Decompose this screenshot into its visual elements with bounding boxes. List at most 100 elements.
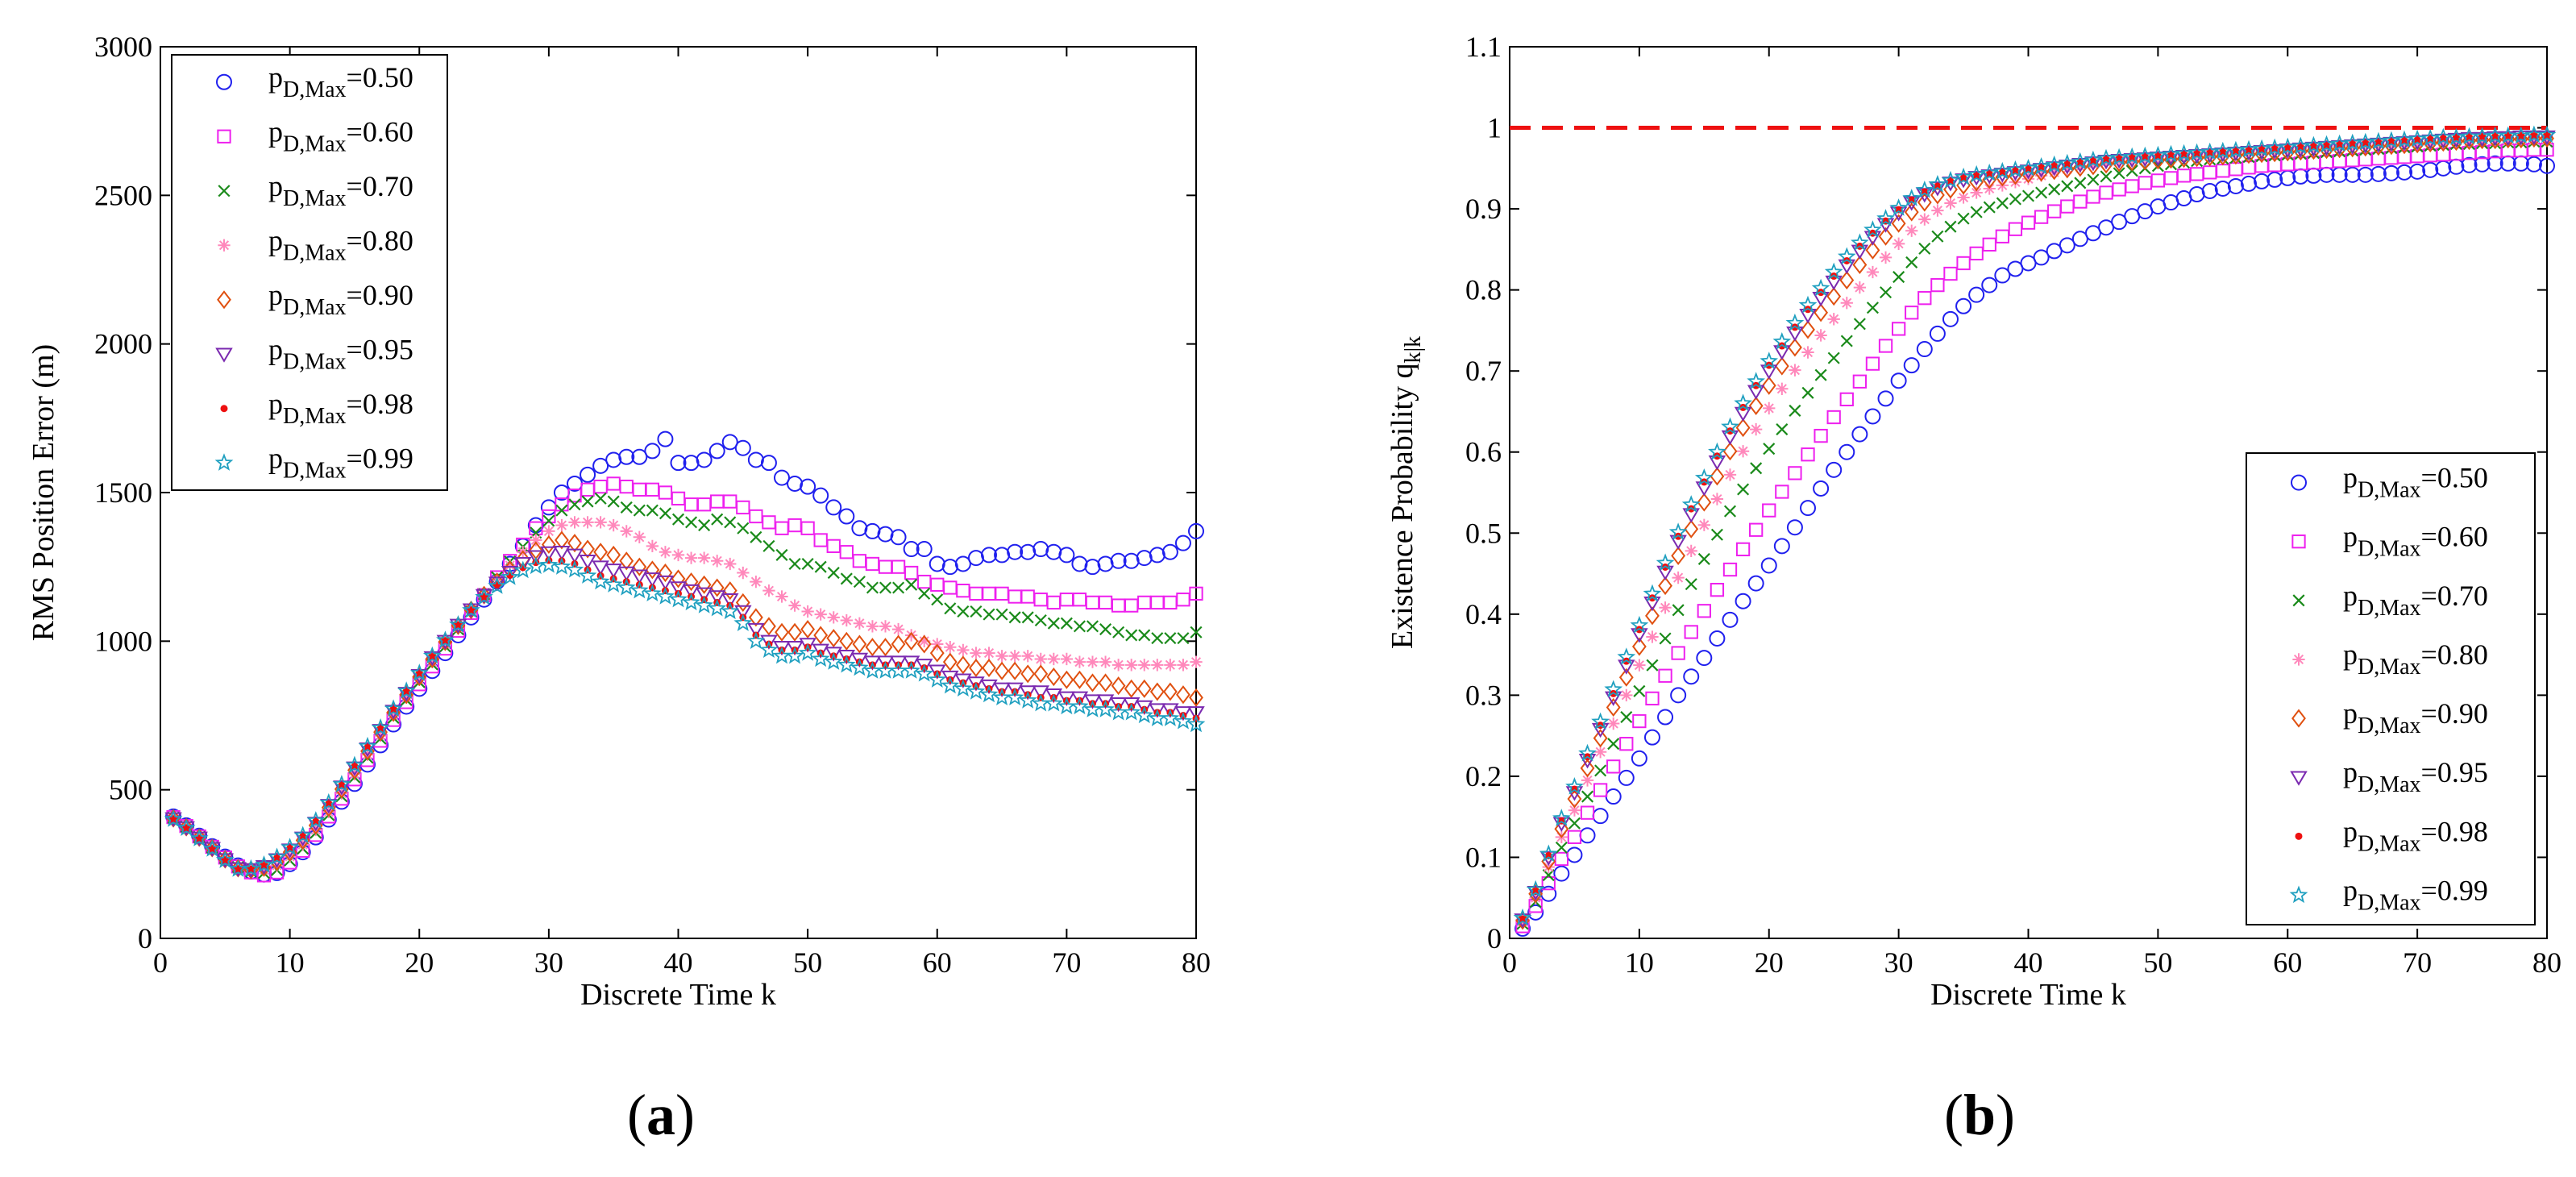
series-7	[1513, 125, 2557, 926]
data-point	[1643, 584, 1662, 602]
data-point	[904, 629, 918, 642]
data-point	[1111, 598, 1126, 613]
data-point	[2011, 167, 2019, 175]
data-point	[2254, 173, 2271, 189]
legend-marker	[2295, 832, 2303, 840]
data-point	[762, 515, 776, 530]
data-point	[1186, 714, 1206, 733]
data-point	[1008, 650, 1021, 663]
data-point	[2271, 145, 2279, 153]
data-point	[1905, 306, 1919, 320]
data-point	[1734, 393, 1752, 412]
data-point	[384, 699, 403, 717]
data-point	[1798, 295, 1818, 314]
data-point	[762, 617, 776, 636]
x-tick-label: 30	[1884, 946, 1913, 979]
data-point	[697, 551, 711, 564]
legend-entry-main: p	[268, 115, 283, 148]
data-point	[2382, 131, 2401, 149]
data-point	[605, 564, 622, 579]
data-point	[526, 556, 546, 575]
data-point	[954, 673, 972, 688]
data-point	[1969, 246, 1984, 261]
data-point	[737, 566, 750, 580]
data-point	[2336, 141, 2344, 149]
data-point	[670, 455, 687, 472]
legend-entry: pD,Max=0.60	[2343, 521, 2488, 562]
legend-entry-sub: D,Max	[2358, 596, 2421, 621]
data-point	[957, 605, 970, 618]
x-tick-label: 70	[2403, 946, 2432, 979]
data-point	[1772, 331, 1792, 350]
data-point	[242, 859, 260, 877]
data-point	[1125, 659, 1138, 672]
data-point	[2362, 139, 2370, 148]
data-point	[1656, 553, 1675, 572]
data-point	[1957, 191, 1970, 204]
data-point	[1579, 827, 1596, 844]
data-point	[1189, 688, 1203, 707]
data-point	[2474, 156, 2491, 173]
data-point	[579, 555, 596, 570]
data-point	[981, 547, 997, 564]
data-point	[2357, 166, 2374, 183]
data-point	[904, 565, 919, 580]
data-point	[2489, 134, 2502, 148]
data-point	[454, 621, 462, 629]
data-point	[1696, 650, 1713, 667]
data-point	[1646, 630, 1659, 643]
data-point	[878, 638, 893, 657]
data-point	[1915, 181, 1934, 198]
legend-entry-sub: D,Max	[2358, 478, 2421, 503]
data-point	[2461, 156, 2478, 173]
data-point	[1826, 410, 1841, 425]
data-point	[633, 504, 646, 517]
y-tick-label: 1	[1487, 112, 1502, 144]
data-point	[542, 514, 555, 527]
data-point	[1073, 655, 1086, 668]
data-point	[1905, 256, 1918, 268]
data-point	[1916, 341, 1933, 358]
panel-label-a-text: a	[646, 1083, 675, 1147]
data-point	[1672, 571, 1685, 584]
data-point	[892, 581, 905, 594]
data-point	[2296, 143, 2304, 152]
data-point	[2323, 142, 2331, 150]
data-point	[644, 443, 661, 460]
data-point	[2059, 237, 2075, 254]
data-point	[1967, 164, 1986, 183]
series-1	[1515, 143, 2554, 934]
data-point	[1918, 213, 1931, 226]
data-point	[1957, 212, 1970, 225]
data-point	[1863, 220, 1882, 238]
data-point	[735, 593, 750, 612]
data-point	[620, 525, 633, 538]
data-point	[825, 499, 842, 516]
data-point	[759, 640, 779, 659]
data-point	[619, 551, 634, 571]
data-point	[1928, 175, 1947, 193]
legend-marker	[217, 290, 231, 310]
data-point	[2102, 156, 2110, 164]
data-point	[1033, 593, 1048, 607]
data-point	[541, 534, 556, 555]
data-point	[1098, 673, 1113, 692]
x-tick-label: 0	[1502, 946, 1517, 979]
data-point	[2113, 167, 2125, 180]
data-point	[1788, 466, 1802, 480]
data-point	[1568, 817, 1581, 830]
data-point	[2005, 160, 2025, 178]
data-point	[1994, 267, 2011, 284]
data-point	[592, 457, 609, 474]
legend-entry: pD,Max=0.95	[2343, 756, 2488, 797]
data-point	[1122, 697, 1141, 713]
data-point	[671, 513, 685, 526]
data-point	[2009, 193, 2021, 206]
data-point	[1814, 303, 1829, 322]
data-point	[775, 521, 789, 535]
data-point	[813, 626, 829, 645]
data-point	[877, 526, 894, 543]
data-point	[2089, 157, 2097, 165]
data-point	[2150, 173, 2166, 188]
data-point	[2138, 176, 2152, 190]
